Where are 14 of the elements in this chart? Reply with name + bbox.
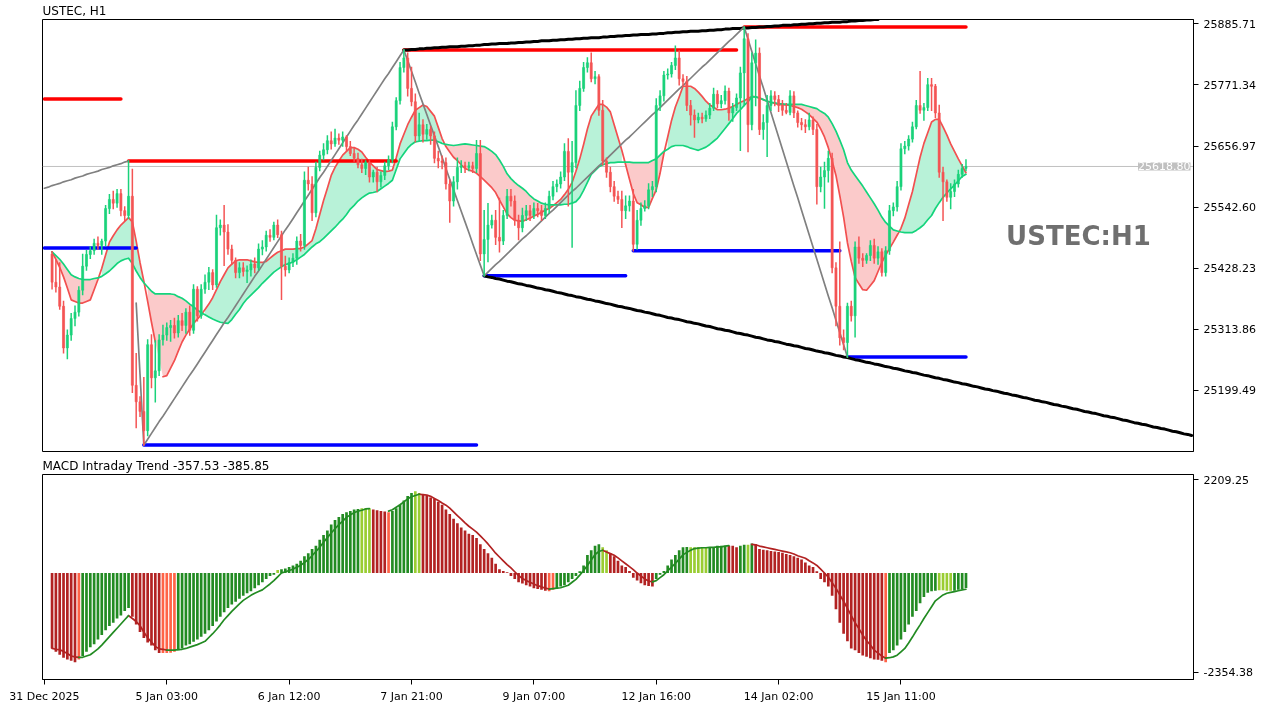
y-tick-label: 25313.86 [1203,323,1256,337]
y-tick-label: -2354.38 [1203,666,1253,680]
x-tick-label: 31 Dec 2025 [9,689,80,703]
y-tick-label: 25199.49 [1203,384,1256,398]
x-tick-label: 14 Jan 02:00 [743,689,814,703]
x-tick-label: 9 Jan 07:00 [502,689,566,703]
x-tick-label: 12 Jan 16:00 [621,689,692,703]
x-tick-label: 15 Jan 11:00 [866,689,936,703]
y-tick-label: 25428.23 [1203,262,1256,276]
x-tick-label: 7 Jan 21:00 [380,689,443,703]
y-tick-label: 2209.25 [1203,473,1249,487]
chart-title: MACD Intraday Trend -357.53 -385.85 [42,459,270,473]
x-tick-label: 5 Jan 03:00 [135,689,199,703]
x-tick-label: 6 Jan 12:00 [257,689,321,703]
